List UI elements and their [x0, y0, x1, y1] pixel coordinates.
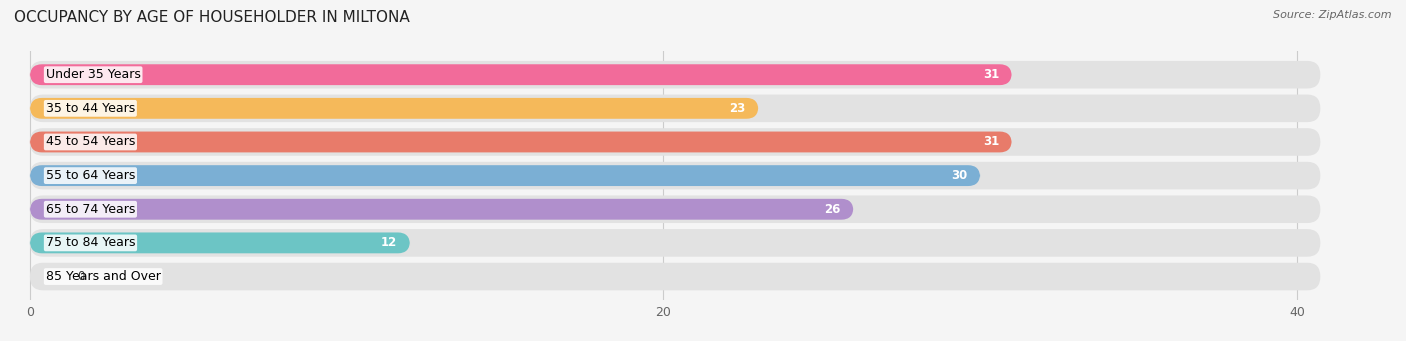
Text: Source: ZipAtlas.com: Source: ZipAtlas.com	[1274, 10, 1392, 20]
FancyBboxPatch shape	[30, 128, 1320, 156]
FancyBboxPatch shape	[30, 229, 1320, 257]
FancyBboxPatch shape	[30, 98, 758, 119]
Text: 55 to 64 Years: 55 to 64 Years	[46, 169, 135, 182]
Text: 12: 12	[381, 236, 398, 249]
Text: 0: 0	[77, 270, 84, 283]
Text: OCCUPANCY BY AGE OF HOUSEHOLDER IN MILTONA: OCCUPANCY BY AGE OF HOUSEHOLDER IN MILTO…	[14, 10, 409, 25]
Text: 85 Years and Over: 85 Years and Over	[46, 270, 160, 283]
Text: 31: 31	[983, 68, 1000, 81]
FancyBboxPatch shape	[30, 162, 1320, 189]
Text: 45 to 54 Years: 45 to 54 Years	[46, 135, 135, 148]
FancyBboxPatch shape	[30, 64, 1012, 85]
FancyBboxPatch shape	[30, 94, 1320, 122]
Text: 23: 23	[730, 102, 745, 115]
Text: 26: 26	[824, 203, 841, 216]
Text: 35 to 44 Years: 35 to 44 Years	[46, 102, 135, 115]
Text: Under 35 Years: Under 35 Years	[46, 68, 141, 81]
Text: 30: 30	[952, 169, 967, 182]
FancyBboxPatch shape	[30, 195, 1320, 223]
FancyBboxPatch shape	[30, 263, 1320, 290]
FancyBboxPatch shape	[30, 132, 1012, 152]
Text: 65 to 74 Years: 65 to 74 Years	[46, 203, 135, 216]
FancyBboxPatch shape	[30, 199, 853, 220]
Text: 75 to 84 Years: 75 to 84 Years	[46, 236, 135, 249]
FancyBboxPatch shape	[30, 165, 980, 186]
FancyBboxPatch shape	[30, 61, 1320, 89]
Text: 31: 31	[983, 135, 1000, 148]
FancyBboxPatch shape	[30, 233, 411, 253]
